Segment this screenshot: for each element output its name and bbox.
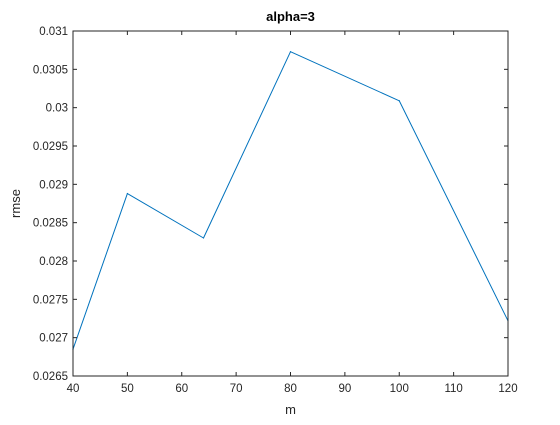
y-axis-ticks: 0.0265 0.027 0.0275 0.028 0.0285 0.029 0.0295 0… [33,26,508,383]
data-point [398,100,400,102]
x-tick-label: 50 [121,383,134,395]
series-line [72,51,509,350]
y-tick-label: 0.0305 [33,64,68,76]
data-point [202,237,205,239]
x-tick-label: 60 [175,383,188,395]
y-tick-label: 0.027 [39,333,68,345]
y-tick-label: 0.03 [46,103,68,115]
y-tick-label: 0.029 [39,179,68,191]
y-tick-label: 0.0295 [33,141,68,153]
x-axis-ticks: 40 50 60 70 80 90 100 110 120 [67,31,518,395]
x-tick-label: 120 [498,383,517,395]
y-tick-label: 0.028 [39,256,68,268]
data-point [126,192,128,195]
x-tick-label: 100 [390,383,409,395]
x-tick-label: 110 [444,383,462,395]
plot-area [73,31,508,376]
y-tick-label: 0.0275 [33,294,68,306]
chart-title: alpha=3 [266,9,315,24]
x-tick-label: 40 [67,383,80,395]
x-axis-label: m [285,402,296,417]
y-axis-label: rmse [8,189,23,218]
x-tick-label: 80 [284,383,297,395]
x-tick-label: 70 [230,383,243,395]
y-tick-label: 0.0285 [33,218,68,230]
x-tick-label: 90 [338,383,351,395]
data-point [289,51,292,53]
y-tick-label: 0.0265 [33,371,68,383]
y-tick-label: 0.031 [39,26,68,38]
